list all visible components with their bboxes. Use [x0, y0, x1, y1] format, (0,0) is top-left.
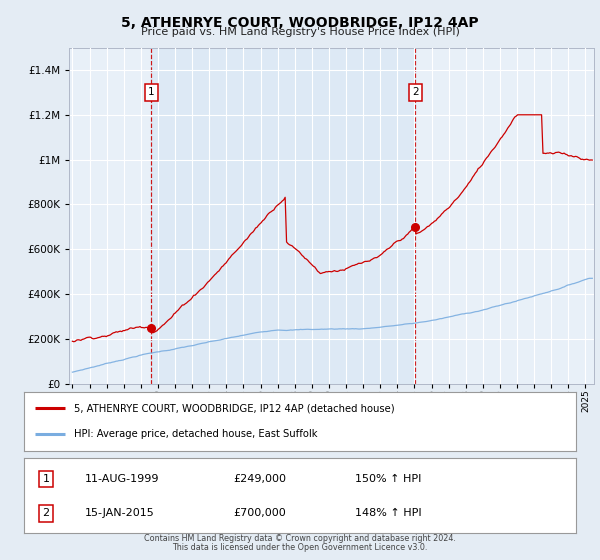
Text: Price paid vs. HM Land Registry's House Price Index (HPI): Price paid vs. HM Land Registry's House … [140, 27, 460, 37]
Text: 1: 1 [43, 474, 50, 484]
Text: 5, ATHENRYE COURT, WOODBRIDGE, IP12 4AP (detached house): 5, ATHENRYE COURT, WOODBRIDGE, IP12 4AP … [74, 403, 394, 413]
Text: 5, ATHENRYE COURT, WOODBRIDGE, IP12 4AP: 5, ATHENRYE COURT, WOODBRIDGE, IP12 4AP [121, 16, 479, 30]
Text: 148% ↑ HPI: 148% ↑ HPI [355, 508, 422, 519]
Text: £700,000: £700,000 [234, 508, 287, 519]
Text: 11-AUG-1999: 11-AUG-1999 [85, 474, 159, 484]
Text: Contains HM Land Registry data © Crown copyright and database right 2024.: Contains HM Land Registry data © Crown c… [144, 534, 456, 543]
Text: 150% ↑ HPI: 150% ↑ HPI [355, 474, 422, 484]
Text: 2: 2 [43, 508, 50, 519]
Text: 1: 1 [148, 87, 155, 97]
Text: 2: 2 [412, 87, 418, 97]
Text: HPI: Average price, detached house, East Suffolk: HPI: Average price, detached house, East… [74, 430, 317, 440]
Text: This data is licensed under the Open Government Licence v3.0.: This data is licensed under the Open Gov… [172, 543, 428, 552]
Bar [151, 48, 415, 384]
Text: £249,000: £249,000 [234, 474, 287, 484]
Text: 15-JAN-2015: 15-JAN-2015 [85, 508, 154, 519]
